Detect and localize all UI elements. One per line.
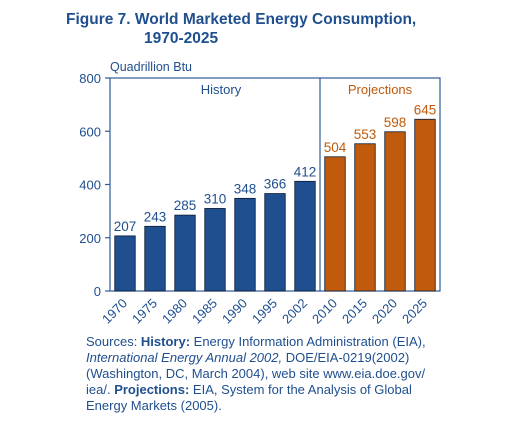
bar: [174, 214, 196, 292]
x-tick-label: 1985: [189, 296, 220, 327]
chart-bars: [114, 118, 436, 292]
bar-value-label: 310: [204, 191, 227, 206]
sources-line-5: Energy Markets (2005).: [86, 398, 222, 413]
x-tick-label: 2010: [309, 296, 340, 327]
bar: [234, 197, 256, 292]
sources-publication: International Energy Annual 2002,: [86, 350, 283, 365]
sources-projections-label: Projections:: [114, 382, 190, 397]
sources-line-3: (Washington, DC, March 2004), web site w…: [86, 366, 426, 381]
bar: [384, 131, 406, 292]
y-tick-label: 400: [79, 178, 101, 193]
bar: [204, 208, 226, 292]
sources-line-4: iea/. Projections: EIA, System for the A…: [86, 382, 466, 398]
bar-value-label: 285: [174, 198, 197, 213]
bar-value-label: 348: [234, 181, 257, 196]
bar: [324, 156, 346, 292]
x-tick-label: 1995: [249, 296, 280, 327]
y-tick-label: 200: [79, 231, 101, 246]
sources-history-label: History:: [140, 334, 191, 349]
figure-title-line-1: Figure 7. World Marketed Energy Consumpt…: [66, 11, 417, 28]
bar-value-label: 207: [114, 219, 137, 234]
x-tick-label: 1975: [129, 296, 160, 327]
sources-line-1: Sources: History: Energy Information Adm…: [86, 334, 466, 350]
x-tick-label: 2025: [399, 296, 430, 327]
figure-title-line-2: 1970-2025: [144, 30, 219, 47]
sources-line-2: International Energy Annual 2002, DOE/EI…: [86, 350, 466, 366]
sources-prefix: Sources:: [86, 334, 141, 349]
y-tick-label: 0: [94, 284, 101, 299]
bar-value-label: 553: [354, 127, 377, 142]
bar-value-label: 598: [384, 115, 407, 130]
x-tick-label: 1990: [219, 296, 250, 327]
bar: [114, 235, 136, 292]
sources-url-end: iea/.: [86, 382, 115, 397]
bar-value-label: 412: [294, 164, 317, 179]
bar: [294, 180, 316, 292]
bar-value-label: 645: [414, 102, 437, 117]
figure-title: Figure 7. World Marketed Energy Consumpt…: [66, 10, 486, 48]
y-tick-label: 800: [79, 71, 101, 86]
y-axis-label: Quadrillion Btu: [110, 60, 192, 74]
x-tick-label: 1980: [159, 296, 190, 327]
bar: [414, 118, 436, 292]
sources-note: Sources: History: Energy Information Adm…: [86, 334, 466, 414]
bar: [354, 143, 376, 292]
bar: [264, 193, 286, 292]
y-tick-label: 600: [79, 124, 101, 139]
sources-history-text: Energy Information Administration (EIA),: [190, 334, 426, 349]
x-tick-label: 2002: [279, 296, 310, 327]
bar-value-label: 366: [264, 177, 287, 192]
sources-projections-text: EIA, System for the Analysis of Global: [189, 382, 412, 397]
bar: [144, 225, 166, 292]
sources-publication-id: DOE/EIA-0219(2002): [282, 350, 410, 365]
bar-value-label: 243: [144, 209, 167, 224]
x-tick-label: 2015: [339, 296, 370, 327]
bar-value-label: 504: [324, 140, 347, 155]
series-label-projections: Projections: [348, 82, 413, 97]
x-tick-label: 2020: [369, 296, 400, 327]
series-label-history: History: [201, 82, 242, 97]
x-tick-label: 1970: [99, 296, 130, 327]
